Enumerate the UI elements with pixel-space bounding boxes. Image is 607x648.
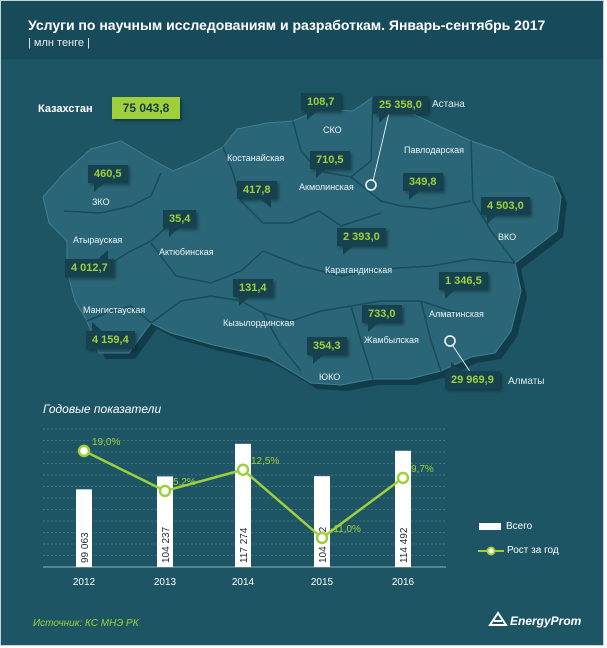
region-label-zko: ЗКО	[92, 197, 110, 207]
total-label: Казахстан	[38, 103, 93, 115]
growth-point-2014	[236, 463, 250, 476]
growth-point-2012	[77, 444, 91, 458]
bar-label-2014: 117 274	[239, 527, 250, 563]
region-value-aktobe: 35,4	[163, 210, 197, 237]
region-label-almaty-region: Алматинская	[429, 309, 484, 319]
growth-point-2015	[315, 531, 329, 545]
x-tick-2015: 2015	[311, 577, 334, 588]
region-value-zhambyl: 733,0	[362, 305, 402, 332]
region-value-karaganda: 2 393,0	[337, 228, 386, 255]
region-value-almaty-region: 1 346,5	[439, 272, 488, 299]
brand-icon	[488, 611, 508, 626]
region-label-vko: ВКО	[498, 232, 517, 242]
astana-pointer	[372, 112, 390, 182]
region-value-almaty-city: 29 969,9	[445, 362, 500, 389]
total-value: 75 043,8	[112, 97, 180, 119]
header-band	[1, 1, 603, 59]
x-tick-2013: 2013	[154, 577, 177, 588]
map-shape	[42, 96, 562, 386]
region-label-zhambyl: Жамбылская	[364, 335, 419, 345]
region-label-astana: Астана	[432, 99, 465, 110]
growth-label-2014: 12,5%	[251, 456, 279, 467]
region-label-almaty-city: Алматы	[508, 376, 545, 387]
chart-line: 19,0% 5,2% 12,5% -11,0% 9,7%	[77, 437, 434, 545]
growth-point-2013	[158, 484, 172, 498]
x-tick-2014: 2014	[232, 577, 255, 588]
bar-2012	[76, 489, 92, 567]
region-label-atyrau: Атырауская	[73, 235, 123, 245]
region-value-pavlodar: 349,8	[403, 173, 443, 200]
region-value-mangystau: 4 159,4	[86, 322, 135, 349]
region-value-zko: 460,5	[88, 165, 128, 192]
x-tick-2012: 2012	[73, 577, 96, 588]
chart-x-labels: 2012 2013 2014 2015 2016	[73, 577, 415, 588]
region-value-kostanay: 417,8	[237, 181, 277, 208]
region-label-pavlodar: Павлодарская	[404, 145, 464, 155]
region-label-aktobe: Актюбинская	[159, 247, 214, 257]
growth-label-2012: 19,0%	[92, 437, 120, 448]
bar-label-2016: 114 492	[399, 527, 410, 563]
region-value-yuko: 354,3	[307, 337, 347, 364]
region-label-mangystau: Мангистауская	[83, 305, 146, 315]
x-tick-2016: 2016	[392, 577, 415, 588]
legend-line-swatch	[478, 546, 504, 556]
bar-2013	[157, 476, 173, 567]
almaty-pointer	[452, 345, 472, 374]
region-value-sko: 108,7	[301, 93, 341, 120]
region-label-akmola: Акмолинская	[299, 182, 354, 192]
legend-growth-label: Рост за год	[507, 545, 559, 556]
chart-bars: 99 063 104 237 117 274 104 332 114 492	[76, 443, 411, 567]
almaty-marker	[444, 335, 456, 347]
astana-marker	[365, 179, 377, 191]
bar-label-2015: 104 332	[318, 526, 329, 563]
legend-total-label: Всего	[506, 521, 533, 532]
unit-label: | млн тенге |	[28, 37, 90, 49]
legend-bar-swatch	[479, 523, 501, 530]
source-note: Источник: КС МНЭ РК	[33, 618, 139, 629]
chart-title: Годовые показатели	[43, 402, 162, 416]
region-value-astana: 25 358,0	[373, 96, 428, 123]
bar-label-2012: 99 063	[80, 532, 91, 563]
region-value-akmola: 710,5	[310, 151, 350, 178]
region-label-kostanay: Костанайская	[227, 153, 285, 163]
bar-2015	[314, 476, 330, 567]
bar-label-2013: 104 237	[161, 526, 172, 563]
growth-label-2013: 5,2%	[173, 477, 196, 488]
region-value-atyrau: 4 012,7	[65, 250, 114, 277]
region-label-karaganda: Карагандинская	[325, 265, 393, 275]
region-label-kyzylorda: Кызылординская	[223, 318, 295, 328]
growth-point-2016	[396, 471, 410, 485]
region-value-kyzylorda: 131,4	[233, 279, 273, 306]
brand-name: EnergyProm	[510, 614, 582, 628]
page-title: Услуги по научным исследованиям и разраб…	[28, 17, 546, 33]
region-label-yuko: ЮКО	[319, 372, 341, 382]
region-label-sko: СКО	[323, 125, 342, 135]
region-value-vko: 4 503,0	[481, 197, 530, 224]
growth-label-2015: -11,0%	[330, 524, 361, 535]
growth-label-2016: 9,7%	[411, 464, 434, 475]
